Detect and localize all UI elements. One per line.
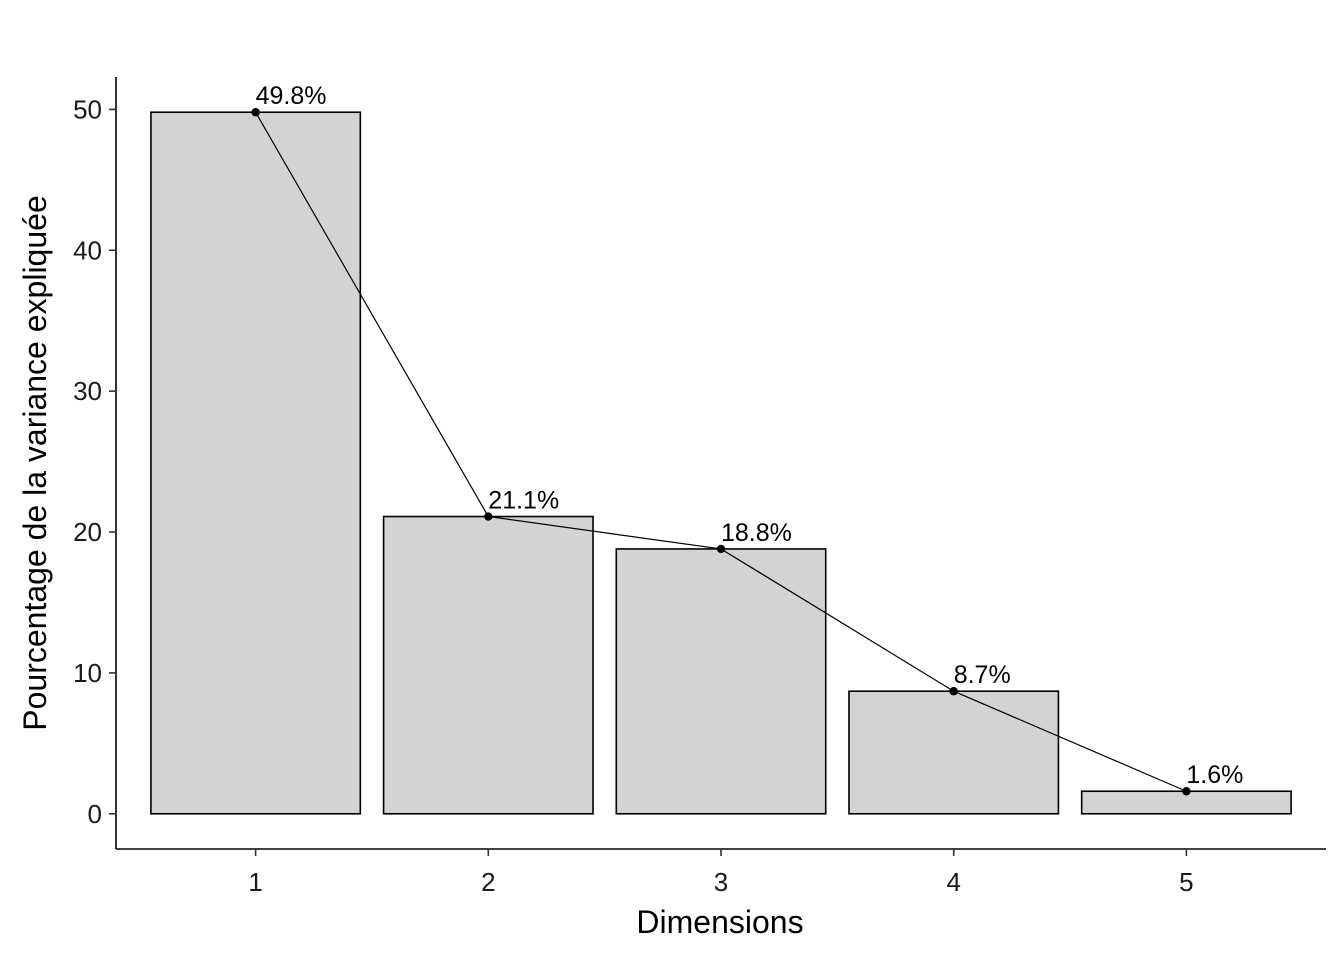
data-label-dimension-1: 49.8% bbox=[256, 82, 327, 110]
y-tick-label-0: 0 bbox=[88, 799, 102, 829]
y-tick-label-30: 30 bbox=[73, 376, 102, 406]
y-tick-label-50: 50 bbox=[73, 94, 102, 124]
x-tick-label-4: 4 bbox=[946, 867, 960, 897]
y-tick-label-10: 10 bbox=[73, 658, 102, 688]
data-label-dimension-3: 18.8% bbox=[721, 519, 792, 547]
bar-dimension-1 bbox=[151, 112, 360, 814]
y-tick-label-20: 20 bbox=[73, 517, 102, 547]
x-tick-label-1: 1 bbox=[248, 867, 262, 897]
bar-dimension-4 bbox=[849, 691, 1058, 814]
data-label-dimension-5: 1.6% bbox=[1186, 761, 1243, 789]
x-tick-label-2: 2 bbox=[481, 867, 495, 897]
y-tick-label-40: 40 bbox=[73, 235, 102, 265]
bars-layer bbox=[151, 112, 1291, 814]
data-label-dimension-2: 21.1% bbox=[488, 487, 559, 515]
x-tick-label-5: 5 bbox=[1179, 867, 1193, 897]
bar-dimension-2 bbox=[384, 517, 593, 814]
x-tick-label-3: 3 bbox=[714, 867, 728, 897]
data-label-dimension-4: 8.7% bbox=[954, 661, 1011, 689]
x-axis-title: Dimensions bbox=[636, 904, 803, 940]
bar-dimension-3 bbox=[616, 549, 825, 814]
y-axis-title: Pourcentage de la variance expliquée bbox=[17, 195, 53, 730]
